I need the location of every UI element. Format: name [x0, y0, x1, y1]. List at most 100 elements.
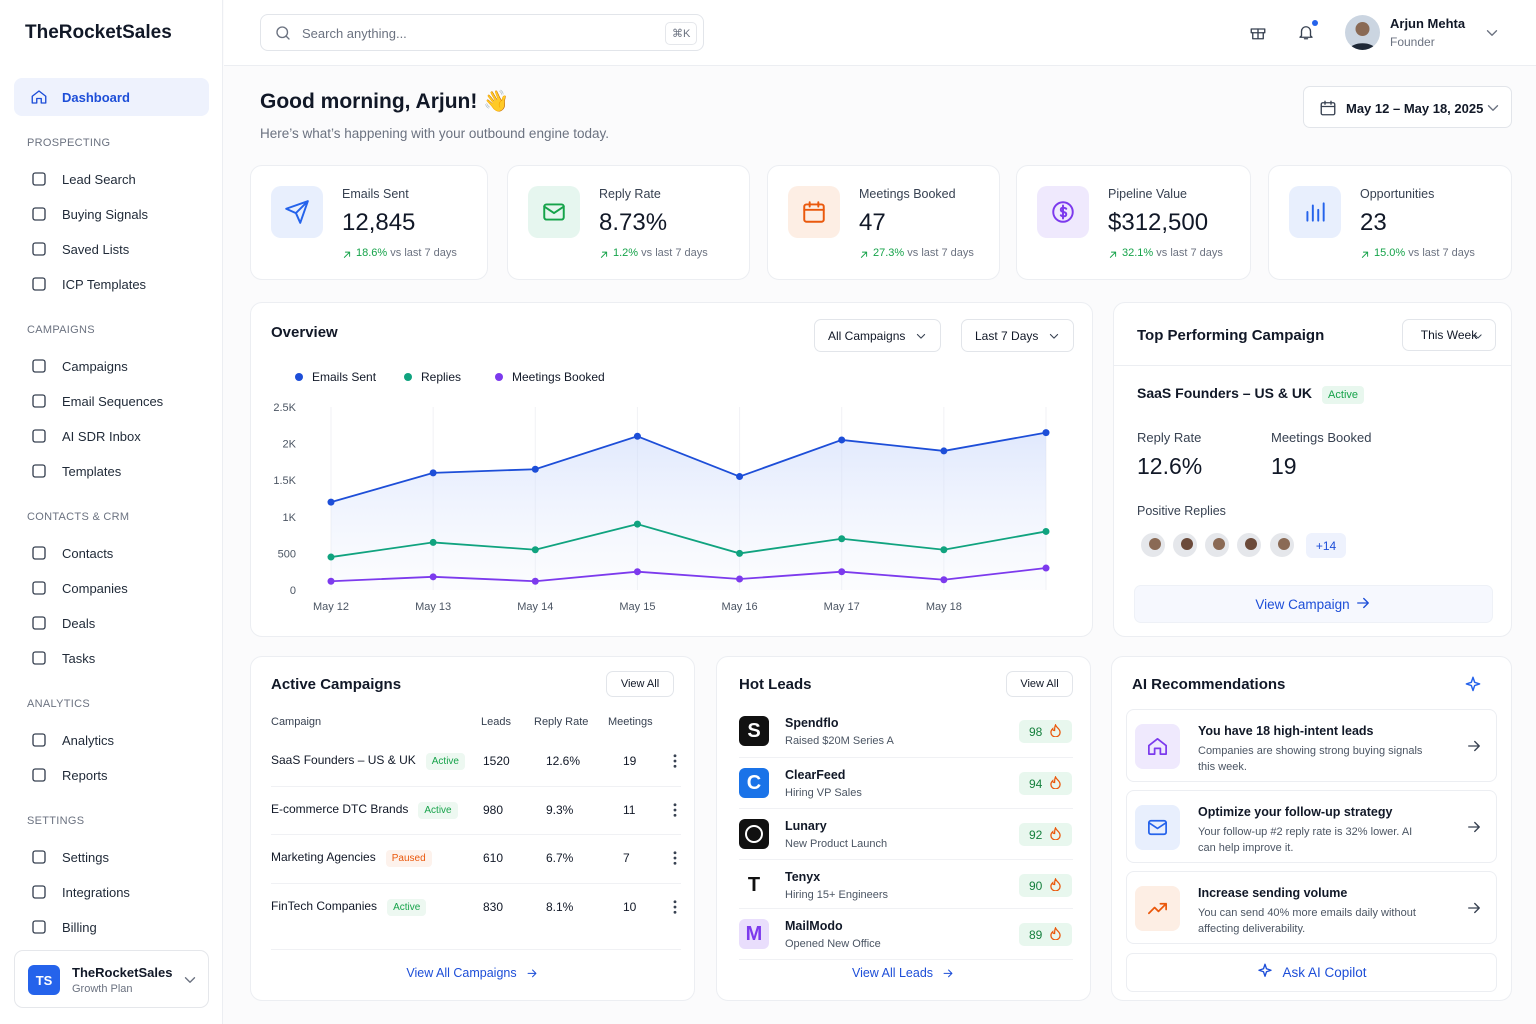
- nav-item[interactable]: Deals: [14, 608, 209, 638]
- nav-item[interactable]: Buying Signals: [14, 199, 209, 229]
- recommendation[interactable]: You have 18 high-intent leads Companies a…: [1126, 709, 1497, 782]
- nav-item[interactable]: Companies: [14, 573, 209, 603]
- campaign-name-text: Marketing Agencies: [271, 850, 376, 864]
- reply-rate: 6.7%: [546, 851, 574, 865]
- subtitle: Here’s what’s happening with your outbou…: [260, 126, 609, 141]
- nav-item[interactable]: Billing: [14, 912, 209, 942]
- icon[interactable]: [666, 898, 684, 921]
- nav-item[interactable]: Saved Lists: [14, 234, 209, 264]
- icon: [181, 971, 199, 994]
- area: [331, 432, 1046, 590]
- point: [327, 498, 335, 506]
- nav-item[interactable]: Reports: [14, 760, 209, 790]
- icon: [30, 427, 48, 450]
- recommendation[interactable]: Optimize your follow-up strategy Your fol…: [1126, 790, 1497, 863]
- legend-label: Emails Sent: [312, 370, 377, 384]
- fire-icon: [1050, 876, 1062, 894]
- nav-label: Buying Signals: [62, 207, 148, 222]
- kpi-label: Reply Rate: [599, 187, 661, 201]
- nav-item[interactable]: Contacts: [14, 538, 209, 568]
- point: [429, 573, 437, 581]
- overview-card: Overview All Campaigns Last 7 Days 0 500 1K 1.…: [250, 302, 1093, 637]
- view-all[interactable]: View All: [1006, 671, 1073, 697]
- kpi-card: Emails Sent 12,845 18.6% vs last 7 days: [250, 165, 488, 280]
- filter[interactable]: All Campaigns: [814, 319, 941, 352]
- nav-label: Reports: [62, 768, 108, 783]
- nav-label: AI SDR Inbox: [62, 429, 141, 444]
- greeting: Good morning, Arjun! 👋: [260, 90, 510, 113]
- y-tick-label: 0: [290, 585, 296, 597]
- kpi-card: Pipeline Value $312,500 32.1% vs last 7 da…: [1016, 165, 1251, 280]
- icon: [30, 649, 48, 672]
- period-label: This Week: [1420, 328, 1478, 342]
- icon: [30, 170, 48, 193]
- kpi-change-period: vs last 7 days: [1156, 247, 1223, 259]
- point: [429, 538, 437, 546]
- x-tick-label: May 14: [517, 601, 553, 613]
- nav-item[interactable]: Settings: [14, 842, 209, 872]
- column-header: Campaign: [271, 716, 322, 728]
- view-all[interactable]: View All: [606, 671, 674, 697]
- status-badge: Active: [418, 801, 458, 819]
- view-campaign[interactable]: View Campaign: [1134, 585, 1493, 623]
- score-value: 92: [1029, 827, 1043, 842]
- filter[interactable]: Last 7 Days: [961, 319, 1074, 352]
- nav-item[interactable]: Integrations: [14, 877, 209, 907]
- icon: [30, 205, 48, 228]
- ask-copilot[interactable]: Ask AI Copilot: [1126, 953, 1497, 992]
- search[interactable]: Search anything... ⌘K: [260, 14, 704, 51]
- kpi-value: 47: [859, 209, 886, 236]
- point: [940, 546, 948, 554]
- kpi-change-period: vs last 7 days: [641, 247, 708, 259]
- nav-item[interactable]: Analytics: [14, 725, 209, 755]
- point: [940, 576, 948, 584]
- column-header: Meetings: [608, 716, 653, 728]
- nav-item-active[interactable]: Dashboard: [14, 78, 209, 116]
- kpi-change-value: 27.3%: [873, 247, 905, 259]
- nav-label: Contacts: [62, 546, 114, 561]
- nav-item[interactable]: Campaigns: [14, 351, 209, 381]
- footer-link[interactable]: View All Leads: [717, 966, 1092, 985]
- point: [838, 436, 846, 444]
- lead-logo: C: [739, 768, 769, 798]
- reply-avatar: [1268, 531, 1296, 559]
- nav-item[interactable]: Templates: [14, 456, 209, 486]
- notification-dot: [1312, 20, 1318, 26]
- recommendation-text: Companies are showing strong buying sign…: [1198, 745, 1423, 773]
- avatar: [1345, 15, 1380, 50]
- lead-detail: Hiring 15+ Engineers: [785, 889, 889, 901]
- fire-icon: [1050, 925, 1062, 943]
- recommendation-text: You can send 40% more emails daily witho…: [1198, 907, 1416, 935]
- icon[interactable]: [1249, 23, 1267, 46]
- icon[interactable]: [666, 849, 684, 872]
- x-tick-label: May 16: [722, 601, 758, 613]
- nav-item[interactable]: Lead Search: [14, 164, 209, 194]
- card-title: Overview: [271, 324, 338, 341]
- point: [736, 549, 744, 557]
- period-filter[interactable]: This Week: [1402, 319, 1496, 351]
- icon[interactable]: [1297, 23, 1315, 46]
- point: [838, 535, 846, 543]
- row-divider: [739, 808, 1073, 809]
- icon[interactable]: [666, 801, 684, 824]
- recommendation[interactable]: Increase sending volume You can send 40% …: [1126, 871, 1497, 944]
- recommendation-icon: [1135, 886, 1180, 931]
- nav-item[interactable]: ICP Templates: [14, 269, 209, 299]
- nav-item[interactable]: Tasks: [14, 643, 209, 673]
- icon: [30, 240, 48, 263]
- reply-rate: 12.6%: [546, 754, 581, 768]
- row-divider: [271, 949, 681, 950]
- lead-detail: Hiring VP Sales: [785, 787, 862, 799]
- kpi-change-period: vs last 7 days: [907, 247, 974, 259]
- footer-link[interactable]: View All Campaigns: [251, 966, 696, 985]
- nav-item[interactable]: Email Sequences: [14, 386, 209, 416]
- icon: [30, 544, 48, 567]
- icon[interactable]: [666, 752, 684, 775]
- nav-item[interactable]: AI SDR Inbox: [14, 421, 209, 451]
- card-title: Hot Leads: [739, 676, 812, 693]
- workspace-logo: TS: [28, 965, 60, 995]
- date-range[interactable]: May 12 – May 18, 2025: [1303, 86, 1512, 128]
- workspace[interactable]: TS TheRocketSales Growth Plan: [14, 950, 209, 1008]
- point: [633, 568, 641, 576]
